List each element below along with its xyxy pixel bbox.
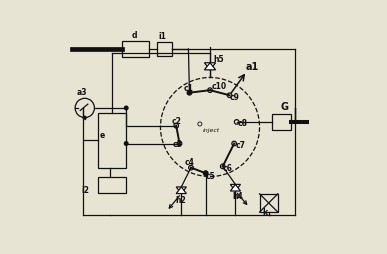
Text: c3: c3 xyxy=(173,140,183,149)
Text: c5: c5 xyxy=(206,172,216,181)
Polygon shape xyxy=(204,63,216,70)
Text: h2: h2 xyxy=(176,196,187,205)
Text: d: d xyxy=(131,30,137,40)
Text: k: k xyxy=(262,208,267,217)
Text: a3: a3 xyxy=(77,88,87,97)
Circle shape xyxy=(204,171,207,175)
Circle shape xyxy=(124,106,128,110)
Bar xyxy=(272,114,291,130)
Bar xyxy=(98,113,126,168)
Polygon shape xyxy=(230,184,240,191)
Text: c7: c7 xyxy=(236,141,246,150)
Text: c8: c8 xyxy=(237,119,247,129)
Circle shape xyxy=(124,142,128,145)
Text: c4: c4 xyxy=(184,158,194,167)
Text: i2: i2 xyxy=(82,186,90,195)
Polygon shape xyxy=(176,187,187,194)
Text: c6: c6 xyxy=(223,164,233,173)
Text: c2: c2 xyxy=(172,117,182,126)
Circle shape xyxy=(84,116,86,119)
Text: c10: c10 xyxy=(211,82,226,91)
Text: a1: a1 xyxy=(246,62,259,72)
Text: c1: c1 xyxy=(183,84,193,93)
Polygon shape xyxy=(230,184,240,191)
Polygon shape xyxy=(176,187,187,194)
Bar xyxy=(122,41,149,57)
Bar xyxy=(157,42,173,56)
Text: c9: c9 xyxy=(230,93,240,102)
Text: h5: h5 xyxy=(213,55,224,64)
Text: i1: i1 xyxy=(158,32,166,41)
Circle shape xyxy=(204,171,207,175)
Bar xyxy=(98,177,126,193)
Polygon shape xyxy=(204,63,216,70)
Text: inject: inject xyxy=(202,128,220,133)
Circle shape xyxy=(188,91,191,94)
Text: h4: h4 xyxy=(233,192,244,201)
Bar xyxy=(260,194,278,212)
Text: G: G xyxy=(281,103,289,113)
Text: e: e xyxy=(99,131,105,140)
